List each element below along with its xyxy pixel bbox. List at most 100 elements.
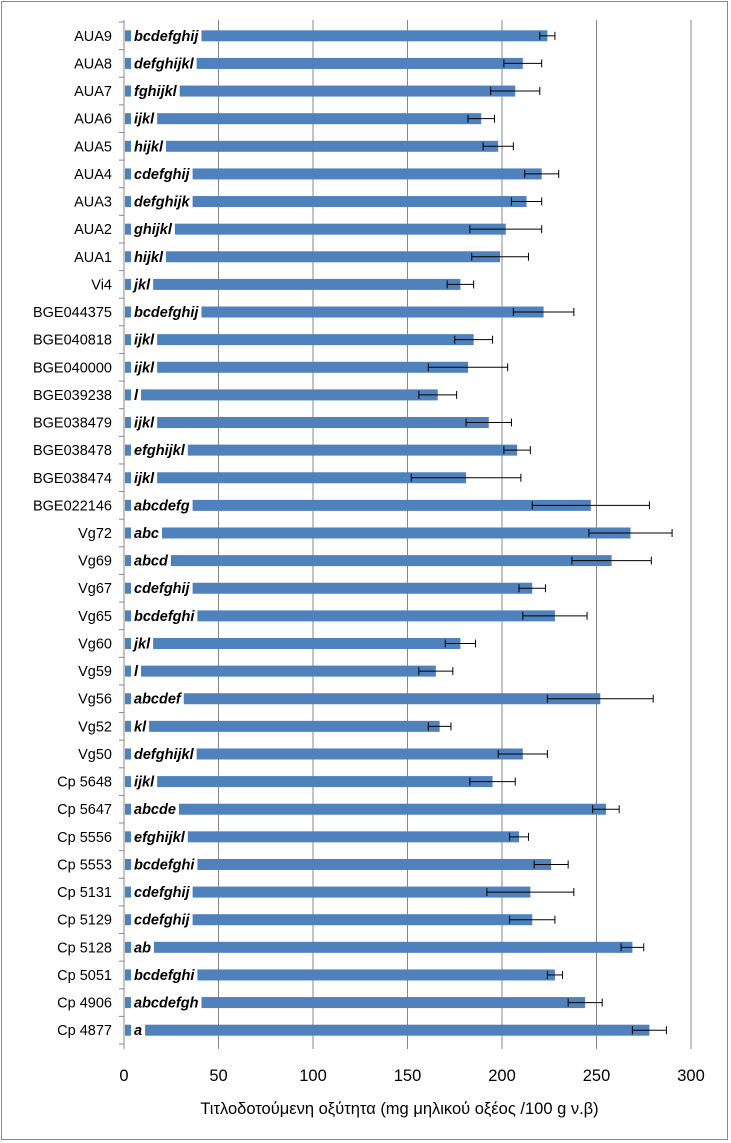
letter-backdrop [131,828,188,845]
category-label: AUA9 [74,29,112,45]
bar [125,527,631,539]
letter-backdrop [131,193,193,210]
letter-backdrop [131,884,193,901]
significance-letter: l [134,388,139,404]
category-label: Cp 5647 [57,802,112,818]
letter-backdrop [131,469,158,486]
category-label: AUA7 [74,84,112,100]
significance-letter: abcde [134,802,176,818]
letter-backdrop [131,856,198,873]
significance-letter: defghijkl [134,747,195,763]
letter-backdrop [131,801,179,818]
bar [125,306,544,318]
category-label: Vg60 [78,636,112,652]
letter-backdrop [131,27,202,44]
bar [125,1024,650,1036]
significance-letter: ghijkl [133,222,173,238]
category-label: AUA1 [74,250,112,266]
bar [125,499,591,511]
category-label: Cp 5129 [57,913,112,929]
letter-backdrop [131,994,202,1011]
category-label: Cp 4877 [57,1023,112,1039]
bar [125,113,482,125]
bar [125,776,493,788]
category-label: Vg56 [78,692,112,708]
bar [125,997,586,1009]
category-label: BGE044375 [33,305,112,321]
letter-backdrop [131,442,188,459]
category-label: Vg52 [78,719,112,735]
bar [125,140,499,152]
category-label: Cp 5051 [57,968,112,984]
significance-letter: abcd [134,554,169,570]
significance-letter: abcdef [134,692,183,708]
bar [125,582,533,594]
letter-backdrop [131,580,193,597]
significance-letter: cdefghij [134,885,191,901]
significance-letter: ijkl [134,360,155,376]
letter-backdrop [131,552,171,569]
category-label: AUA3 [74,195,112,211]
category-label: Cp 5553 [57,857,112,873]
significance-letter: efghijkl [134,830,186,846]
significance-letter: hijkl [134,139,164,155]
bar [125,472,467,484]
category-label: Cp 5648 [57,775,112,791]
significance-letter: hijkl [134,250,164,266]
letter-backdrop [131,1022,146,1039]
category-label: Vg65 [78,609,112,625]
bar [125,361,468,373]
bar [125,720,440,732]
significance-letter: cdefghij [134,913,191,929]
category-label: Cp 5556 [57,830,112,846]
category-label: Vg72 [78,526,112,542]
significance-letter: efghijkl [134,443,186,459]
x-tick-label: 200 [488,1067,516,1085]
x-tick-labels: 0 50 100 150 200 250 300 [119,1067,704,1085]
significance-letter: ab [134,940,151,956]
x-tick-label: 300 [677,1067,705,1085]
significance-letter: abc [134,526,159,542]
x-tick-label: 50 [209,1067,227,1085]
bar [125,168,542,180]
bar [125,665,436,677]
letter-backdrop [131,718,150,735]
letter-backdrop [131,221,175,238]
significance-letter: cdefghij [134,581,191,597]
category-label: AUA6 [74,112,112,128]
letter-backdrop [131,359,158,376]
bar [125,251,501,263]
category-label: Cp 5131 [57,885,112,901]
x-tick-label: 100 [299,1067,327,1085]
bar [125,85,516,97]
category-label: BGE038478 [33,443,112,459]
category-label: Vg69 [78,554,112,570]
category-label: BGE039238 [33,388,112,404]
bar [125,748,523,760]
significance-letters: bcdefghijdefghijklfghijklijklhijklcdefgh… [131,27,202,1039]
bar [125,610,555,622]
letter-backdrop [131,138,167,155]
bar [125,444,518,456]
bar [125,278,461,290]
letter-backdrop [131,83,180,100]
bar [125,969,555,981]
bar [125,637,461,649]
letter-backdrop [131,525,162,541]
letter-backdrop [131,110,158,127]
significance-letter: ijkl [134,775,155,791]
letter-backdrop [131,690,184,707]
significance-letter: ijkl [134,416,155,432]
significance-letter: abcdefg [134,498,190,514]
letter-backdrop [131,55,197,72]
letter-backdrop [131,745,197,762]
significance-letter: bcdefghi [134,968,195,984]
significance-letter: bcdefghij [134,305,199,321]
significance-letter: ijkl [134,333,155,349]
category-label: Cp 5128 [57,940,112,956]
significance-letter: defghijkl [134,56,195,72]
letter-backdrop [131,331,158,348]
bar [125,57,523,69]
bar [125,914,533,926]
